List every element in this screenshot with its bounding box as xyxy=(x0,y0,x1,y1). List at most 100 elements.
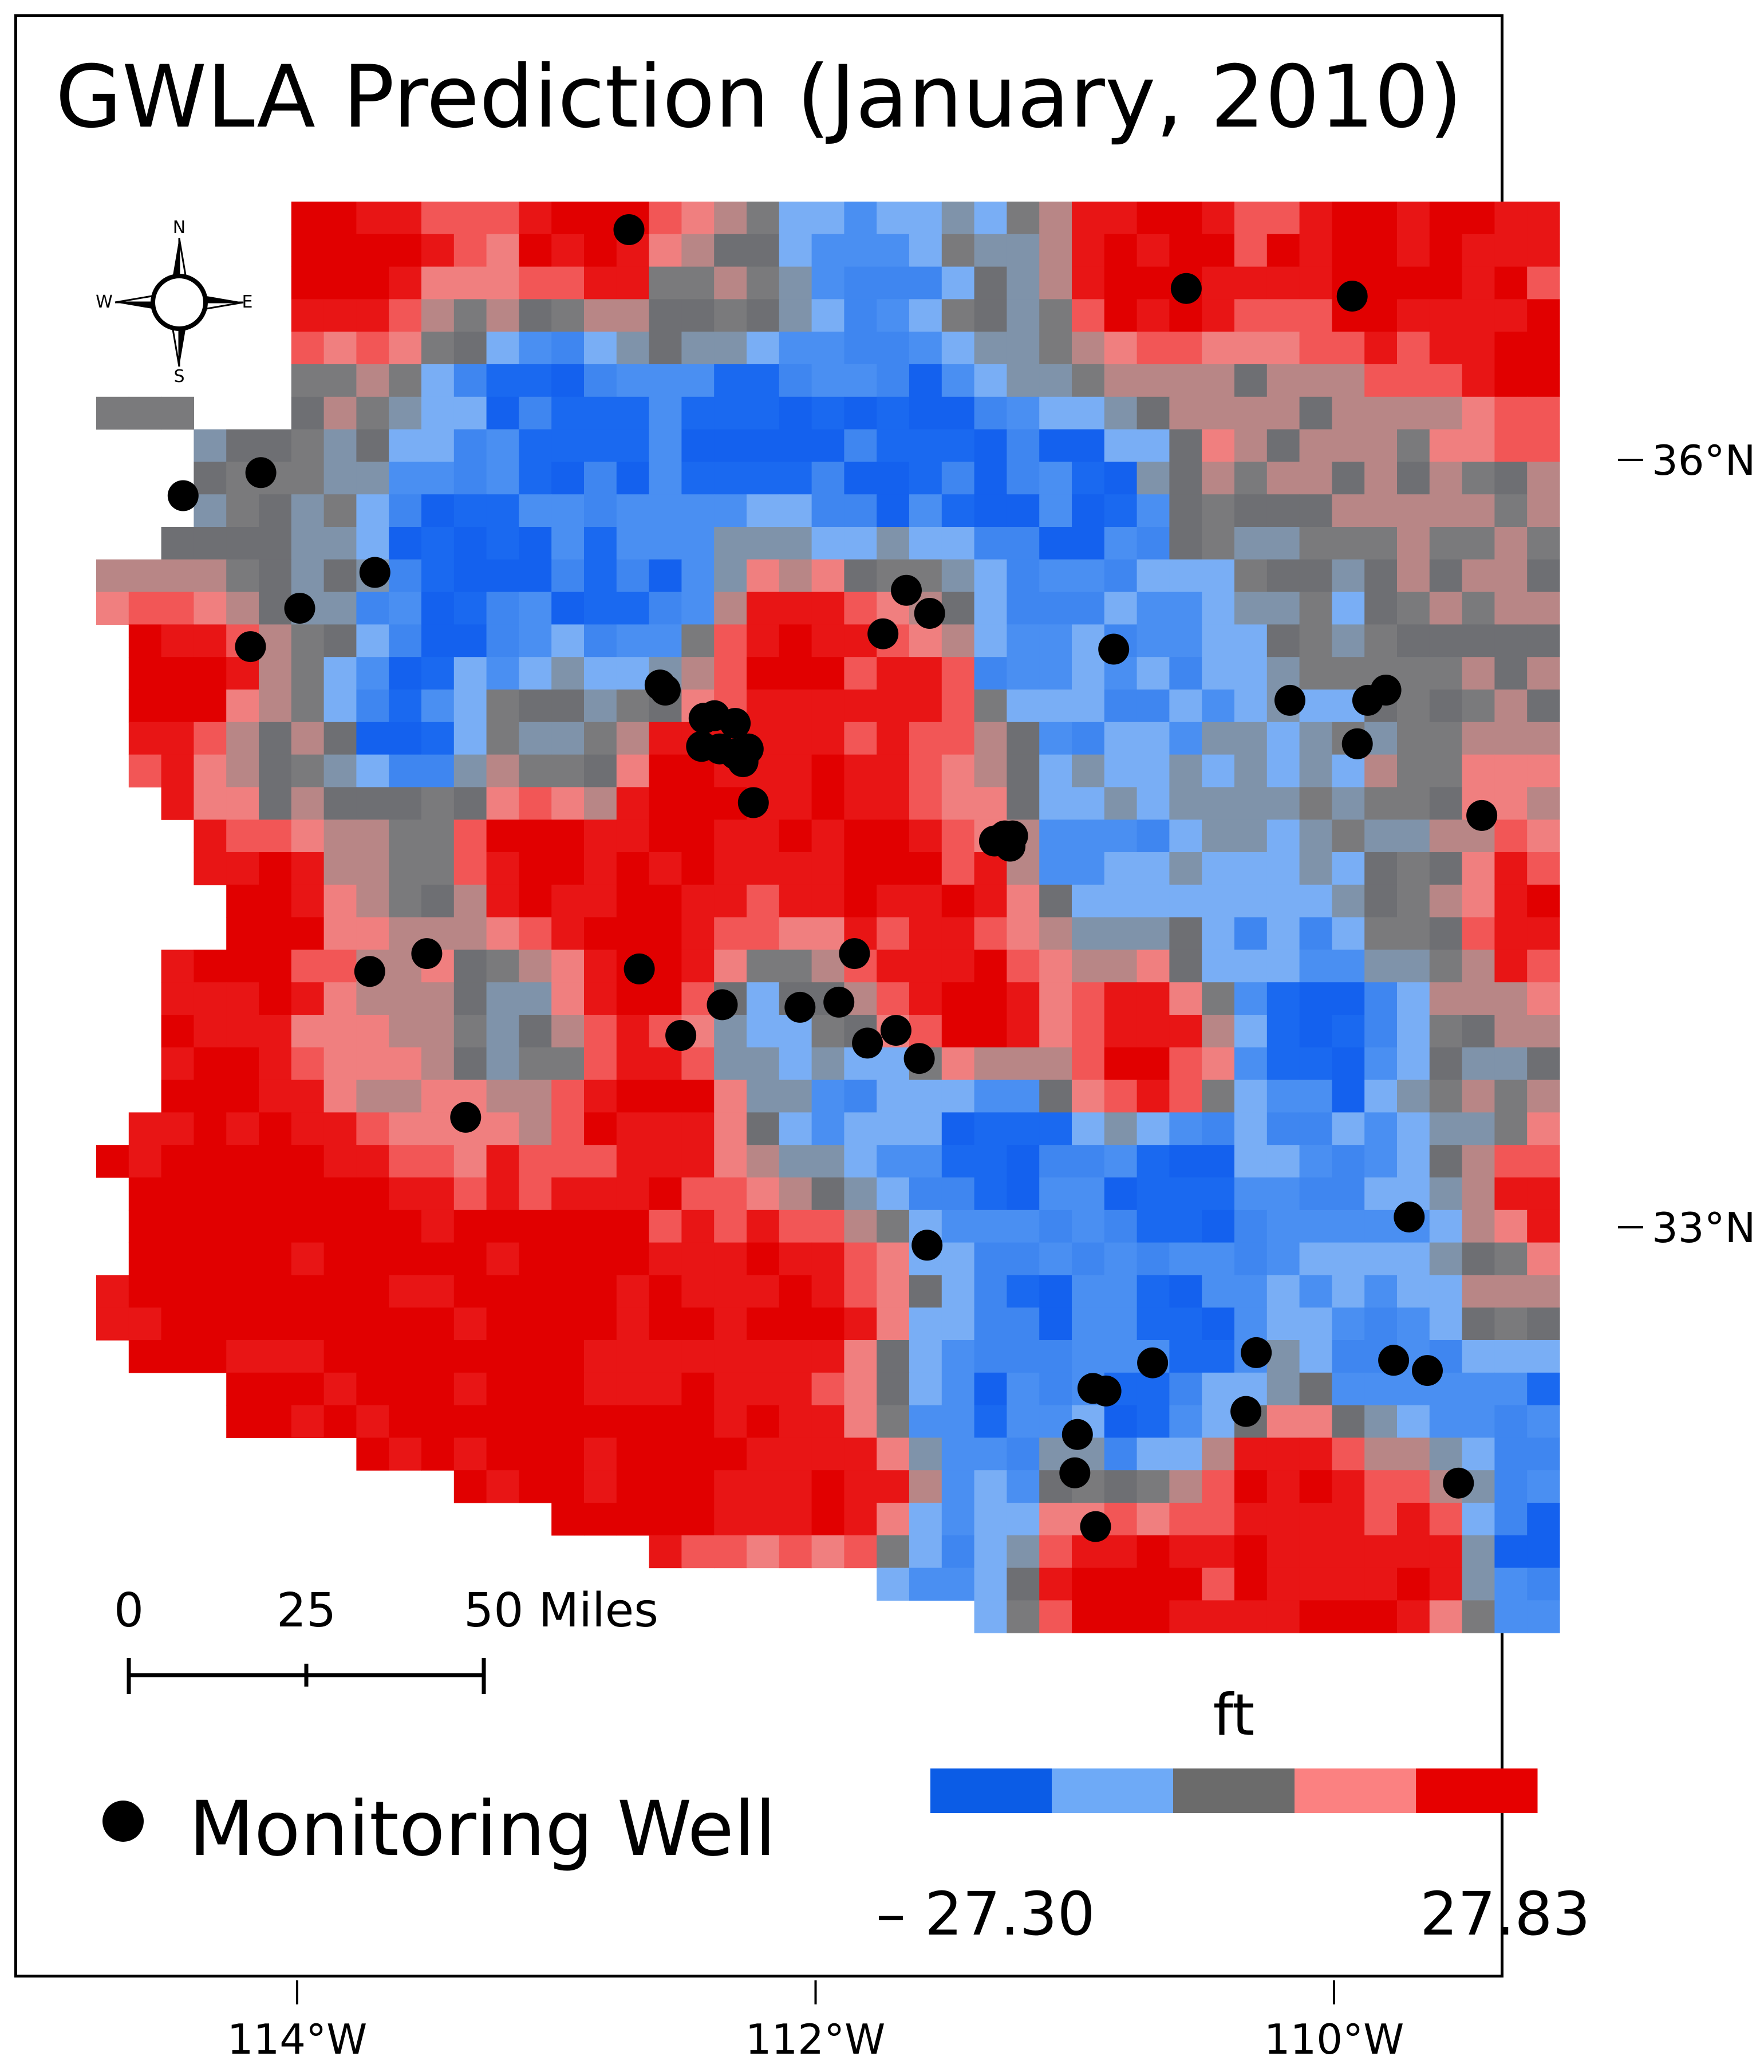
raster-cell xyxy=(453,852,487,885)
gwla-raster-layer xyxy=(96,202,1560,1633)
raster-cell xyxy=(356,364,389,397)
raster-cell xyxy=(584,364,617,397)
raster-cell xyxy=(1397,332,1430,365)
raster-cell xyxy=(1169,202,1202,235)
raster-cell xyxy=(811,624,844,657)
raster-cell xyxy=(1527,429,1560,462)
raster-cell xyxy=(551,299,585,332)
raster-cell xyxy=(747,559,780,593)
raster-cell xyxy=(941,429,975,462)
raster-cell xyxy=(714,396,747,430)
raster-cell xyxy=(584,624,617,657)
lon-label-110: 110°W xyxy=(1264,2015,1404,2063)
raster-cell xyxy=(519,299,552,332)
raster-cell xyxy=(811,559,844,593)
raster-cell xyxy=(486,299,519,332)
raster-cell xyxy=(389,266,422,300)
raster-cell xyxy=(1104,754,1138,787)
raster-cell xyxy=(811,592,844,625)
raster-cell xyxy=(1266,462,1300,495)
raster-cell xyxy=(844,722,877,755)
raster-cell xyxy=(1397,429,1430,462)
raster-cell xyxy=(1169,494,1202,527)
raster-cell xyxy=(519,429,552,462)
raster-cell xyxy=(1299,592,1332,625)
raster-cell xyxy=(1364,884,1398,918)
raster-cell xyxy=(421,527,455,560)
raster-cell xyxy=(1234,884,1268,918)
raster-cell xyxy=(1169,852,1202,885)
raster-cell xyxy=(453,494,487,527)
raster-cell xyxy=(909,657,942,690)
raster-cell xyxy=(194,624,227,657)
raster-cell xyxy=(1266,820,1300,853)
raster-cell xyxy=(1364,266,1398,300)
raster-cell xyxy=(974,234,1007,267)
raster-cell xyxy=(1104,364,1138,397)
raster-cell xyxy=(1234,787,1268,820)
raster-cell xyxy=(486,202,519,235)
raster-cell xyxy=(1299,787,1332,820)
raster-cell xyxy=(356,234,389,267)
raster-cell xyxy=(323,624,357,657)
raster-cell xyxy=(1202,722,1235,755)
raster-cell xyxy=(194,657,227,690)
raster-cell xyxy=(1364,592,1398,625)
raster-cell xyxy=(291,494,325,527)
raster-cell xyxy=(714,462,747,495)
raster-cell xyxy=(941,820,975,853)
raster-cell xyxy=(909,982,942,1015)
raster-cell xyxy=(519,364,552,397)
raster-cell xyxy=(1169,299,1202,332)
raster-cell xyxy=(941,852,975,885)
raster-cell xyxy=(779,364,812,397)
raster-cell xyxy=(1104,787,1138,820)
raster-cell xyxy=(323,202,357,235)
raster-cell xyxy=(161,559,194,593)
raster-cell xyxy=(1039,462,1072,495)
raster-cell xyxy=(291,527,325,560)
raster-cell xyxy=(1104,429,1138,462)
raster-cell xyxy=(1039,396,1072,430)
raster-cell xyxy=(941,982,975,1015)
raster-cell xyxy=(1527,950,1560,983)
raster-cell xyxy=(811,690,844,723)
raster-cell xyxy=(941,494,975,527)
raster-cell xyxy=(1332,364,1365,397)
raster-cell xyxy=(1072,527,1105,560)
raster-cell xyxy=(1169,884,1202,918)
raster-cell xyxy=(551,754,585,787)
raster-cell xyxy=(194,722,227,755)
raster-cell xyxy=(1072,787,1105,820)
raster-cell xyxy=(96,396,129,430)
raster-cell xyxy=(974,559,1007,593)
raster-cell xyxy=(584,429,617,462)
raster-cell xyxy=(421,982,455,1015)
raster-cell xyxy=(974,364,1007,397)
raster-cell xyxy=(1136,950,1170,983)
raster-cell xyxy=(519,754,552,787)
raster-cell xyxy=(779,917,812,950)
raster-cell xyxy=(1494,527,1528,560)
raster-cell xyxy=(844,299,877,332)
raster-cell xyxy=(551,332,585,365)
raster-cell xyxy=(486,266,519,300)
raster-cell xyxy=(1494,462,1528,495)
raster-cell xyxy=(1299,917,1332,950)
raster-cell xyxy=(649,982,682,1015)
raster-cell xyxy=(1072,202,1105,235)
raster-cell xyxy=(1494,332,1528,365)
raster-cell xyxy=(1494,852,1528,885)
raster-cell xyxy=(681,624,715,657)
raster-cell xyxy=(941,884,975,918)
raster-cell xyxy=(1527,364,1560,397)
raster-cell xyxy=(1234,364,1268,397)
raster-cell xyxy=(323,332,357,365)
raster-cell xyxy=(1397,690,1430,723)
raster-cell xyxy=(844,266,877,300)
raster-cell xyxy=(1266,982,1300,1015)
raster-cell xyxy=(779,722,812,755)
raster-cell xyxy=(421,462,455,495)
raster-cell xyxy=(1007,202,1040,235)
raster-cell xyxy=(1072,722,1105,755)
